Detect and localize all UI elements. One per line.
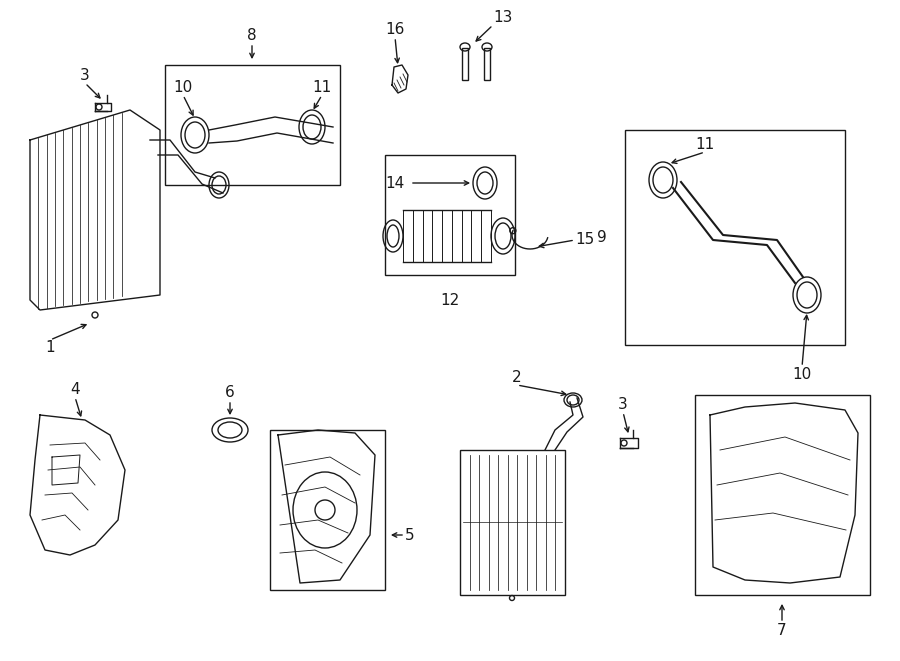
Text: 10: 10 <box>792 367 812 382</box>
Bar <box>462 48 468 80</box>
Text: 10: 10 <box>174 80 193 95</box>
Text: 12: 12 <box>440 293 460 308</box>
Bar <box>625 130 845 345</box>
Text: 5: 5 <box>405 527 415 543</box>
Text: 3: 3 <box>618 397 628 412</box>
Text: 11: 11 <box>312 80 331 95</box>
Text: 11: 11 <box>696 137 715 152</box>
Text: 7: 7 <box>778 623 787 638</box>
Polygon shape <box>30 415 125 555</box>
Text: 4: 4 <box>70 382 80 397</box>
Text: 2: 2 <box>512 370 522 385</box>
Bar <box>270 430 385 590</box>
Text: 8: 8 <box>248 28 256 43</box>
Text: 15: 15 <box>575 233 594 247</box>
Polygon shape <box>278 430 375 583</box>
Polygon shape <box>30 110 160 310</box>
Text: 16: 16 <box>385 22 405 37</box>
Polygon shape <box>392 65 408 93</box>
Text: 13: 13 <box>493 10 512 25</box>
Text: 14: 14 <box>386 176 405 190</box>
Polygon shape <box>710 403 858 583</box>
Bar <box>460 450 565 595</box>
Bar <box>385 155 515 275</box>
Bar <box>165 65 340 185</box>
Text: 6: 6 <box>225 385 235 400</box>
Text: 9: 9 <box>598 229 607 245</box>
Bar <box>695 395 870 595</box>
Text: 1: 1 <box>45 340 55 355</box>
Text: 3: 3 <box>80 68 90 83</box>
Bar <box>484 48 490 80</box>
